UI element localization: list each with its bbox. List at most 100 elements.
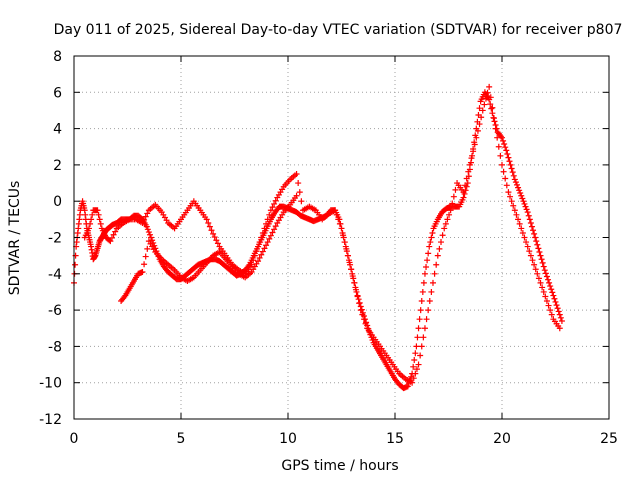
data-point: [542, 270, 549, 277]
data-point: [251, 252, 258, 259]
x-tick-label: 20: [493, 431, 511, 447]
data-point: [413, 366, 420, 373]
data-point: [417, 307, 424, 314]
data-point: [558, 317, 565, 324]
data-point: [513, 211, 520, 218]
data-point: [426, 243, 433, 250]
data-point: [510, 172, 517, 179]
data-point: [266, 211, 273, 218]
data-point: [293, 170, 300, 177]
data-point: [548, 311, 555, 318]
data-point: [518, 225, 525, 232]
y-tick-label: -2: [48, 231, 62, 247]
data-point: [535, 245, 542, 252]
data-point: [551, 295, 558, 302]
data-point: [543, 273, 550, 280]
data-point: [341, 239, 348, 246]
data-point: [421, 325, 428, 332]
data-point: [263, 242, 270, 249]
data-point: [441, 225, 448, 232]
data-point: [424, 257, 431, 264]
data-point: [143, 223, 150, 230]
data-point: [110, 231, 117, 238]
data-point: [460, 189, 467, 196]
data-point: [141, 261, 148, 268]
data-point: [511, 176, 518, 183]
data-point: [349, 273, 356, 280]
data-point: [144, 245, 151, 252]
data-point: [434, 252, 441, 259]
data-point: [504, 151, 511, 158]
data-point: [478, 114, 485, 121]
data-point: [333, 211, 340, 218]
data-point: [271, 200, 278, 207]
grid: [74, 56, 609, 419]
data-point: [142, 253, 149, 260]
data-point: [296, 189, 303, 196]
data-point: [497, 152, 504, 159]
data-point: [255, 243, 262, 250]
data-series: [71, 83, 565, 392]
data-point: [481, 101, 488, 108]
data-point: [415, 325, 422, 332]
data-point: [413, 343, 420, 350]
data-point: [540, 263, 547, 270]
data-point: [446, 211, 453, 218]
data-point: [269, 229, 276, 236]
data-point: [420, 334, 427, 341]
data-point: [524, 243, 531, 250]
data-point: [533, 238, 540, 245]
data-point: [530, 227, 537, 234]
data-point: [145, 229, 152, 236]
y-tick-label: 2: [53, 158, 62, 174]
data-point: [529, 257, 536, 264]
data-point: [269, 204, 276, 211]
data-point: [203, 216, 210, 223]
data-point: [425, 250, 432, 257]
data-point: [499, 161, 505, 168]
data-point: [426, 298, 433, 305]
data-point: [537, 279, 544, 286]
data-point: [418, 298, 425, 305]
y-tick-label: 0: [53, 194, 62, 210]
data-point: [532, 266, 539, 273]
data-point: [509, 169, 516, 176]
data-point: [536, 249, 543, 256]
data-point: [468, 155, 475, 162]
data-point: [500, 137, 507, 144]
series-lower-track: [118, 192, 300, 305]
data-point: [557, 314, 564, 321]
data-point: [500, 168, 507, 175]
x-tick-label: 5: [177, 431, 186, 447]
data-point: [548, 286, 555, 293]
data-point: [141, 216, 148, 223]
data-point: [412, 370, 419, 377]
data-point: [206, 223, 213, 230]
data-point: [429, 279, 436, 286]
data-point: [346, 259, 353, 266]
data-point: [507, 193, 514, 200]
data-point: [517, 190, 524, 197]
data-point: [489, 104, 496, 111]
data-point: [535, 275, 542, 282]
data-point: [261, 225, 268, 232]
data-point: [338, 225, 345, 232]
data-point: [482, 95, 489, 102]
data-point: [356, 300, 363, 307]
data-point: [344, 252, 351, 259]
data-point: [436, 245, 443, 252]
data-point: [335, 216, 342, 223]
data-point: [541, 267, 548, 274]
data-point: [528, 223, 535, 230]
data-point: [523, 239, 530, 246]
data-point: [352, 286, 359, 293]
data-point: [340, 232, 347, 239]
data-point: [94, 207, 101, 214]
data-point: [87, 220, 94, 227]
data-point: [444, 216, 451, 223]
data-point: [545, 302, 552, 309]
data-point: [332, 207, 339, 214]
data-point: [447, 207, 454, 214]
data-point: [525, 212, 532, 219]
data-point: [263, 220, 270, 227]
